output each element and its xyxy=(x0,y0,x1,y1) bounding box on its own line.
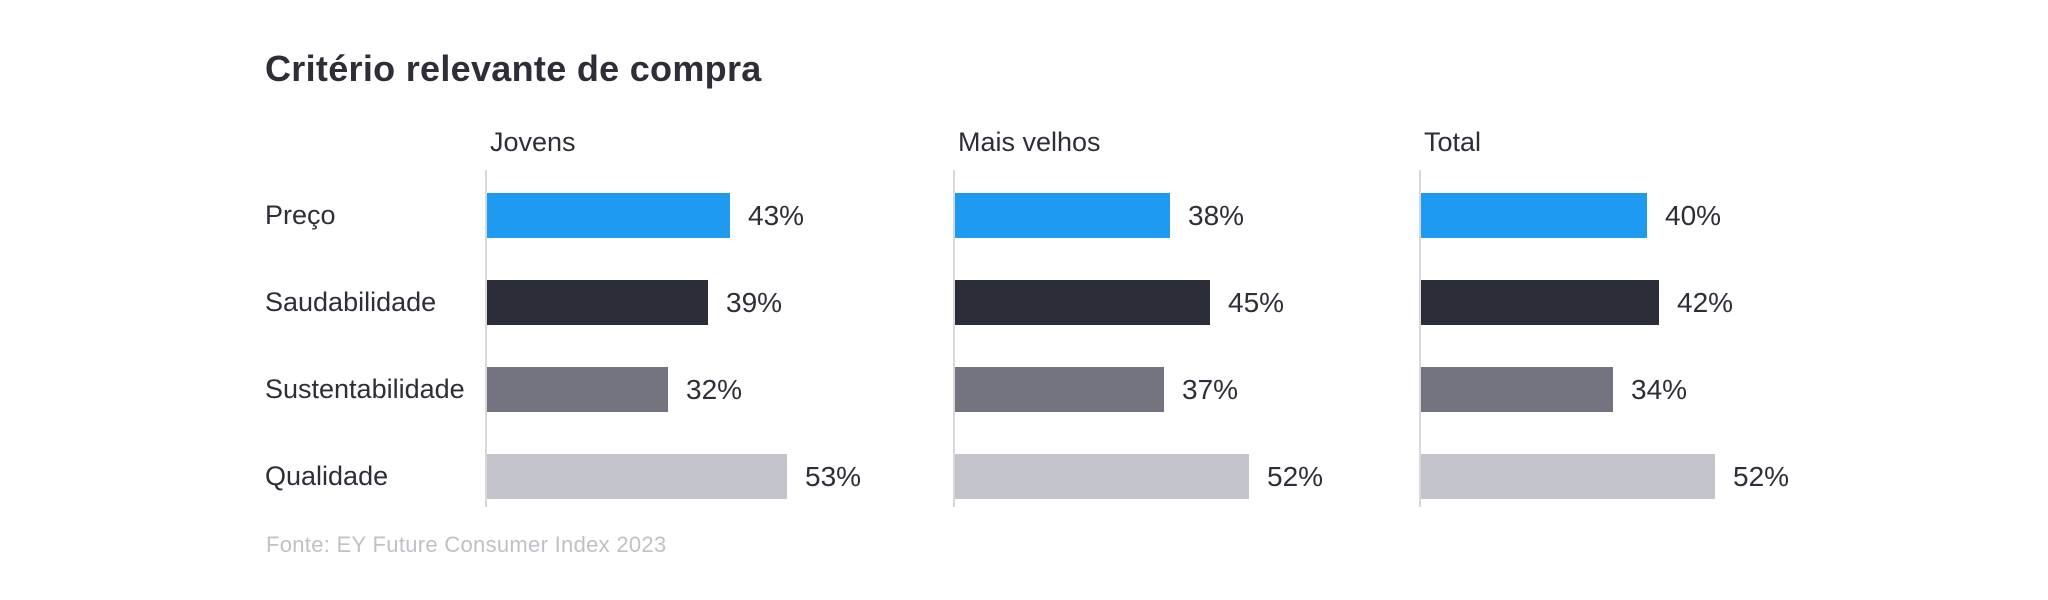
panel-header: Jovens xyxy=(490,127,576,157)
category-label: Sustentabilidade xyxy=(265,374,465,404)
value-label: 39% xyxy=(726,287,783,318)
axis-line xyxy=(953,170,955,507)
bar xyxy=(955,280,1210,325)
value-label: 34% xyxy=(1631,374,1688,405)
bar xyxy=(1421,193,1647,238)
category-label: Saudabilidade xyxy=(265,287,437,317)
bar xyxy=(955,193,1170,238)
bar xyxy=(487,367,668,412)
panel-header: Mais velhos xyxy=(958,127,1101,157)
bar xyxy=(955,454,1249,499)
value-label: 45% xyxy=(1228,287,1285,318)
value-label: 53% xyxy=(805,461,862,492)
bar xyxy=(1421,367,1613,412)
value-label: 52% xyxy=(1733,461,1790,492)
value-label: 43% xyxy=(748,200,805,231)
chart-title: Critério relevante de compra xyxy=(265,48,762,89)
bar xyxy=(1421,280,1659,325)
bar xyxy=(487,454,787,499)
category-label: Preço xyxy=(265,200,336,230)
value-label: 52% xyxy=(1267,461,1324,492)
axis-line xyxy=(1419,170,1421,507)
value-label: 38% xyxy=(1188,200,1245,231)
source-note: Fonte: EY Future Consumer Index 2023 xyxy=(266,532,667,557)
value-label: 40% xyxy=(1665,200,1722,231)
bar xyxy=(955,367,1164,412)
value-label: 42% xyxy=(1677,287,1734,318)
bar xyxy=(487,193,730,238)
value-label: 37% xyxy=(1182,374,1239,405)
value-label: 32% xyxy=(686,374,743,405)
panel-header: Total xyxy=(1424,127,1482,157)
category-label: Qualidade xyxy=(265,461,389,491)
axis-line xyxy=(485,170,487,507)
bar xyxy=(1421,454,1715,499)
bar xyxy=(487,280,708,325)
